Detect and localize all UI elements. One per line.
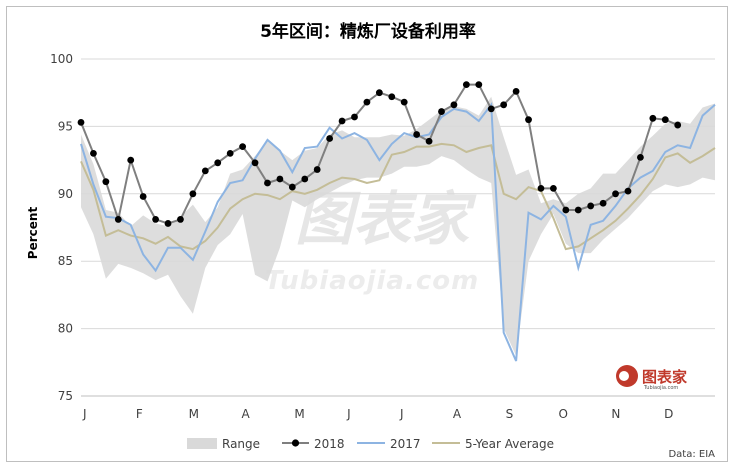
refinery-utilization-chart: 5年区间：精炼厂设备利用率 图表家 Tubiaojia.com 75 80 85 90… [26,21,716,460]
point-2018 [475,81,483,89]
point-2018 [450,101,458,109]
point-2018 [102,178,110,186]
point-2018 [674,121,682,129]
point-2018 [226,149,234,157]
point-2018 [587,202,595,210]
point-2018 [462,81,470,89]
x-tick-label: S [506,407,514,421]
x-tick-label: J [82,407,87,421]
y-tick-label: 100 [50,52,73,66]
point-2018 [152,216,159,223]
legend: Range 2018 2017 5-Year Average [187,437,554,451]
x-tick-label: O [559,407,568,421]
x-tick-label: N [611,407,620,421]
point-2018 [114,216,122,223]
point-2018 [251,159,259,167]
legend-range-label: Range [222,437,260,451]
point-2018 [438,108,445,115]
point-2018 [164,220,172,227]
point-2018 [599,199,607,207]
watermark-main: 图表家 [295,185,477,253]
chart-frame: 5年区间：精炼厂设备利用率 图表家 Tubiaojia.com 75 80 85 90… [6,6,728,462]
y-tick-label: 85 [58,254,73,268]
point-2018 [425,137,433,145]
point-2018 [338,117,346,125]
point-2018 [487,105,495,113]
point-2018 [201,167,209,175]
legend-2018-marker [291,439,300,447]
point-2018 [90,149,97,157]
point-2018 [264,179,271,187]
y-tick-label: 90 [58,187,73,201]
x-tick-label: J [399,407,404,421]
point-2018 [562,206,570,214]
point-2018 [276,175,284,183]
point-2018 [239,143,247,151]
point-2018 [549,185,557,192]
watermark-sub: Tubiaojia.com [265,266,479,296]
legend-2017-label: 2017 [390,437,421,451]
chart-title: 5年区间：精炼厂设备利用率 [260,21,476,42]
point-2018 [127,156,135,164]
point-2018 [537,185,545,192]
legend-range-swatch [187,438,217,449]
point-2018 [214,159,222,167]
y-axis-ticks: 75 80 85 90 95 100 [50,52,73,403]
x-tick-label: M [189,407,199,421]
point-2018 [363,98,371,106]
point-2018 [624,187,632,195]
avg-line [80,142,716,251]
logo-text: 图表家 [642,368,687,386]
point-2018 [637,154,644,161]
legend-2018-label: 2018 [314,437,345,451]
point-2018 [77,118,85,126]
point-2018 [612,190,619,198]
point-2018 [388,93,396,101]
point-2018 [525,116,532,124]
line-2017 [80,102,716,362]
y-axis-label: Percent [26,207,40,260]
y-tick-label: 75 [58,389,73,403]
logo-icon-inner [619,371,629,381]
point-2018 [177,216,184,223]
point-2018 [500,101,508,109]
legend-avg-label: 5-Year Average [465,437,554,451]
x-tick-label: F [136,407,143,421]
point-2018 [375,89,383,97]
x-tick-label: M [294,407,304,421]
logo-subtext: Tubiaojia.com [643,385,678,391]
point-2018 [661,116,669,124]
point-2018 [351,113,358,121]
markers-2018 [77,81,682,227]
x-tick-label: A [453,407,462,421]
data-source: Data: EIA [668,449,715,460]
point-2018 [288,183,296,191]
point-2018 [413,131,421,138]
point-2018 [189,190,197,198]
point-2018 [574,206,582,214]
x-tick-label: D [664,407,673,421]
y-tick-label: 80 [58,322,73,336]
watermark: 图表家 Tubiaojia.com [265,185,479,296]
point-2018 [400,98,408,106]
point-2018 [512,87,520,95]
x-tick-label: A [242,407,251,421]
y-tick-label: 95 [58,119,73,133]
point-2018 [326,135,334,142]
point-2018 [649,114,657,122]
point-2018 [313,166,321,173]
point-2018 [301,175,309,183]
brand-logo: 图表家 Tubiaojia.com [616,365,687,391]
point-2018 [139,193,147,200]
x-tick-label: J [346,407,351,421]
